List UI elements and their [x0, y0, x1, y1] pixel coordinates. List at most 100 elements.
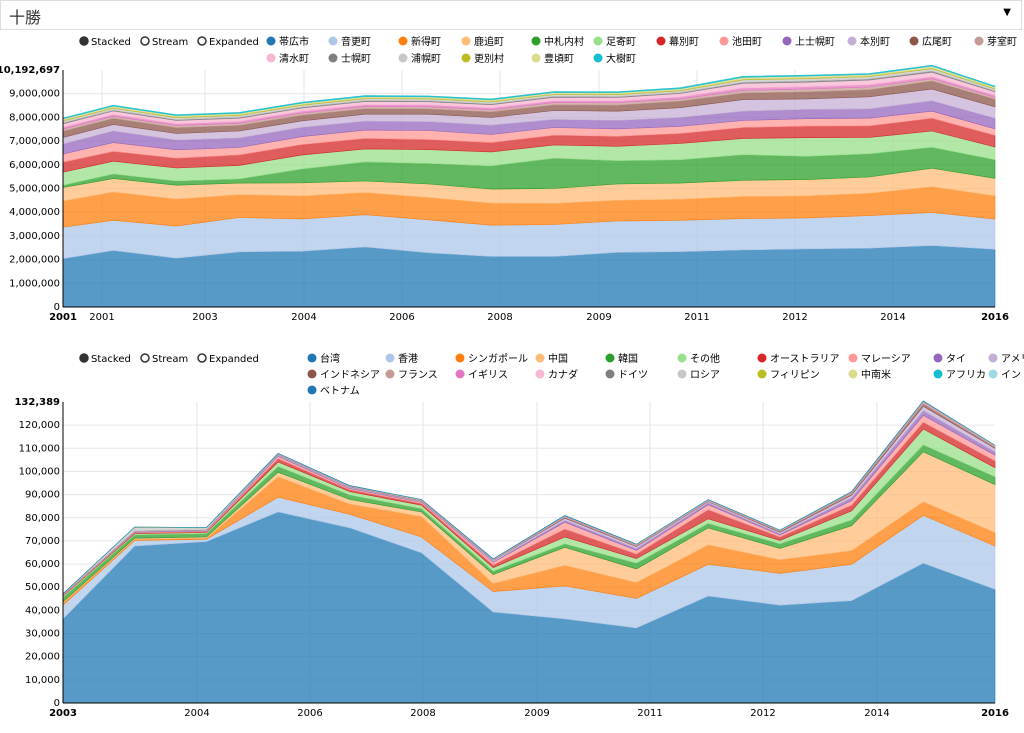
x-min-label: 2001	[49, 312, 77, 323]
area-series[interactable]	[62, 400, 996, 595]
legend-label[interactable]: 広尾町	[922, 35, 952, 48]
caret-down-icon[interactable]: ▼	[1003, 7, 1011, 18]
legend-label[interactable]: ドイツ	[618, 370, 648, 381]
legend-swatch-icon[interactable]	[593, 36, 603, 46]
legend-label[interactable]: 幕別町	[669, 35, 699, 48]
legend-swatch-icon[interactable]	[848, 353, 858, 363]
legend-label[interactable]: インドネシア	[320, 369, 380, 381]
legend-swatch-icon[interactable]	[933, 353, 943, 363]
legend-swatch-icon[interactable]	[398, 36, 408, 46]
legend-label[interactable]: 中南米	[861, 368, 891, 381]
legend-label[interactable]: 豊頃町	[544, 52, 574, 65]
legend-label[interactable]: 上士幌町	[795, 35, 835, 48]
legend-swatch-icon[interactable]	[385, 369, 395, 379]
legend-label[interactable]: フィリピン	[770, 369, 820, 381]
mode-label-stream[interactable]: Stream	[152, 37, 188, 48]
legend-swatch-icon[interactable]	[757, 369, 767, 379]
legend-swatch-icon[interactable]	[461, 36, 471, 46]
legend-swatch-icon[interactable]	[385, 353, 395, 363]
legend-label[interactable]: 池田町	[732, 35, 762, 48]
legend-label[interactable]: 帯広市	[279, 35, 309, 48]
legend-swatch-icon[interactable]	[677, 369, 687, 379]
area-layers	[62, 400, 996, 704]
legend-label[interactable]: 士幌町	[341, 52, 371, 65]
legend-swatch-icon[interactable]	[909, 36, 919, 46]
legend-label[interactable]: アフリカ	[946, 369, 986, 381]
mode-label-expanded[interactable]: Expanded	[209, 354, 259, 365]
legend-label[interactable]: 音更町	[341, 35, 371, 48]
legend-label[interactable]: カナダ	[548, 368, 578, 381]
legend-label[interactable]: 大樹町	[606, 52, 636, 65]
legend: 台湾 香港 シンガポール 中国 韓国 その他 オーストラリア マレーシア タイ アメリカインドネシ…	[307, 352, 1024, 397]
legend-swatch-icon[interactable]	[328, 53, 338, 63]
legend-swatch-icon[interactable]	[719, 36, 729, 46]
mode-radio-stream-icon[interactable]	[140, 353, 150, 363]
legend-swatch-icon[interactable]	[848, 369, 858, 379]
legend-swatch-icon[interactable]	[605, 369, 615, 379]
legend-swatch-icon[interactable]	[307, 385, 317, 395]
legend-swatch-icon[interactable]	[782, 36, 792, 46]
legend-label[interactable]: インド	[1001, 370, 1024, 381]
mode-radio-stacked-icon[interactable]	[79, 36, 89, 46]
x-tick-label: 2003	[192, 312, 217, 323]
legend-label[interactable]: 台湾	[320, 352, 340, 365]
mode-radio-stacked-icon[interactable]	[79, 353, 89, 363]
legend-swatch-icon[interactable]	[847, 36, 857, 46]
legend-swatch-icon[interactable]	[307, 353, 317, 363]
legend-label[interactable]: 更別村	[474, 52, 504, 65]
legend-swatch-icon[interactable]	[455, 369, 465, 379]
mode-label-stacked[interactable]: Stacked	[91, 354, 131, 365]
legend-label[interactable]: マレーシア	[861, 354, 911, 365]
legend-label[interactable]: シンガポール	[468, 353, 528, 365]
legend-swatch-icon[interactable]	[307, 369, 317, 379]
legend-label[interactable]: 中札内村	[544, 35, 584, 48]
legend-label[interactable]: 浦幌町	[411, 52, 441, 65]
legend-label[interactable]: タイ	[946, 353, 966, 365]
legend-label[interactable]: 足寄町	[606, 35, 636, 48]
legend-swatch-icon[interactable]	[605, 353, 615, 363]
y-tick-label: 10,000	[25, 675, 60, 686]
mode-radio-expanded-icon[interactable]	[197, 36, 207, 46]
mode-label-expanded[interactable]: Expanded	[209, 37, 259, 48]
legend-label[interactable]: ロシア	[690, 370, 720, 381]
legend-label[interactable]: 本別町	[860, 35, 890, 48]
region-select[interactable]: 十勝 ▼	[0, 0, 1022, 30]
mode-label-stream[interactable]: Stream	[152, 354, 188, 365]
legend-label[interactable]: ベトナム	[320, 385, 360, 397]
legend-swatch-icon[interactable]	[593, 53, 603, 63]
legend-label[interactable]: フランス	[398, 369, 438, 381]
legend-swatch-icon[interactable]	[398, 53, 408, 63]
mode-radio-stream-icon[interactable]	[140, 36, 150, 46]
legend-swatch-icon[interactable]	[455, 353, 465, 363]
legend-swatch-icon[interactable]	[757, 353, 767, 363]
legend-swatch-icon[interactable]	[328, 36, 338, 46]
legend-swatch-icon[interactable]	[988, 369, 998, 379]
legend-label[interactable]: 香港	[398, 353, 418, 365]
legend-swatch-icon[interactable]	[531, 53, 541, 63]
legend-swatch-icon[interactable]	[535, 353, 545, 363]
mode-label-stacked[interactable]: Stacked	[91, 37, 131, 48]
y-tick-label: 20,000	[25, 652, 60, 663]
legend-label[interactable]: 韓国	[618, 353, 638, 365]
legend-label[interactable]: 新得町	[411, 35, 441, 48]
legend-label[interactable]: 鹿追町	[474, 35, 504, 48]
legend-label[interactable]: その他	[690, 352, 720, 365]
legend-swatch-icon[interactable]	[461, 53, 471, 63]
legend-label[interactable]: オーストラリア	[770, 353, 840, 365]
legend-label[interactable]: イギリス	[468, 369, 508, 381]
legend-swatch-icon[interactable]	[933, 369, 943, 379]
legend-swatch-icon[interactable]	[677, 353, 687, 363]
legend-swatch-icon[interactable]	[988, 353, 998, 363]
mode-radio-expanded-icon[interactable]	[197, 353, 207, 363]
legend-swatch-icon[interactable]	[266, 53, 276, 63]
legend-label[interactable]: アメリカ	[1001, 353, 1024, 365]
legend-label[interactable]: 芽室町	[987, 35, 1017, 48]
legend-swatch-icon[interactable]	[535, 369, 545, 379]
legend-label[interactable]: 清水町	[279, 52, 309, 65]
legend-swatch-icon[interactable]	[656, 36, 666, 46]
legend-swatch-icon[interactable]	[266, 36, 276, 46]
area-series[interactable]	[62, 64, 996, 120]
legend-swatch-icon[interactable]	[531, 36, 541, 46]
legend-label[interactable]: 中国	[548, 352, 568, 365]
legend-swatch-icon[interactable]	[974, 36, 984, 46]
